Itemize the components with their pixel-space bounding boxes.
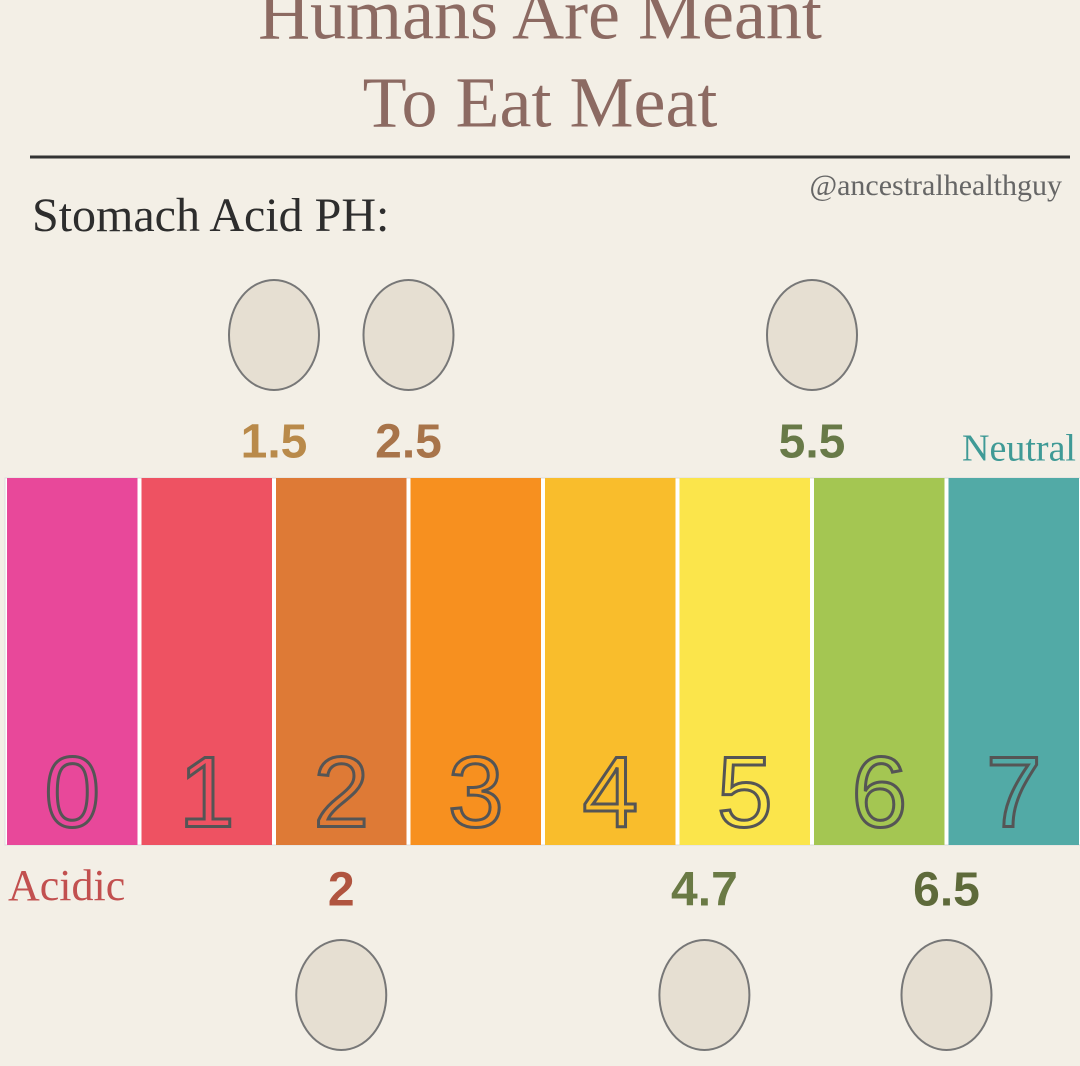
ph-segment [410, 478, 541, 845]
ph-segment [7, 478, 138, 845]
animal-icon [766, 279, 858, 391]
ph-marker-label: 2 [328, 864, 355, 917]
acidic-label: Acidic [8, 861, 125, 910]
ph-marker-label: 5.5 [779, 416, 846, 469]
ph-digit: 4 [582, 736, 638, 848]
title-line: Humans Are Meant [258, 0, 822, 55]
handle: @ancestralhealthguy [809, 169, 1062, 202]
ph-digit: 2 [313, 736, 369, 848]
ph-digit: 0 [44, 736, 100, 848]
ph-marker-label: 6.5 [913, 864, 980, 917]
ph-digit: 7 [986, 736, 1042, 848]
ph-digit: 3 [448, 736, 504, 848]
animal-icon [362, 279, 455, 391]
ph-digit: 1 [179, 736, 235, 848]
animal-icon [295, 939, 388, 1051]
ph-marker-label: 2.5 [375, 416, 442, 469]
title-line: To Eat Meat [363, 63, 718, 143]
ph-digit: 5 [717, 736, 773, 848]
animal-icon [228, 279, 320, 391]
animal-icon [658, 939, 751, 1051]
ph-segment [141, 478, 272, 845]
ph-segment [276, 478, 407, 845]
subtitle: Stomach Acid PH: [32, 189, 389, 242]
neutral-label: Neutral [962, 428, 1076, 470]
ph-digit: 6 [851, 736, 907, 848]
ph-segment [679, 478, 810, 845]
ph-segment [814, 478, 945, 845]
animal-icon [900, 939, 993, 1051]
ph-segment [948, 478, 1079, 845]
ph-marker-label: 4.7 [671, 864, 738, 917]
ph-segment [545, 478, 676, 845]
ph-marker-label: 1.5 [241, 416, 308, 469]
